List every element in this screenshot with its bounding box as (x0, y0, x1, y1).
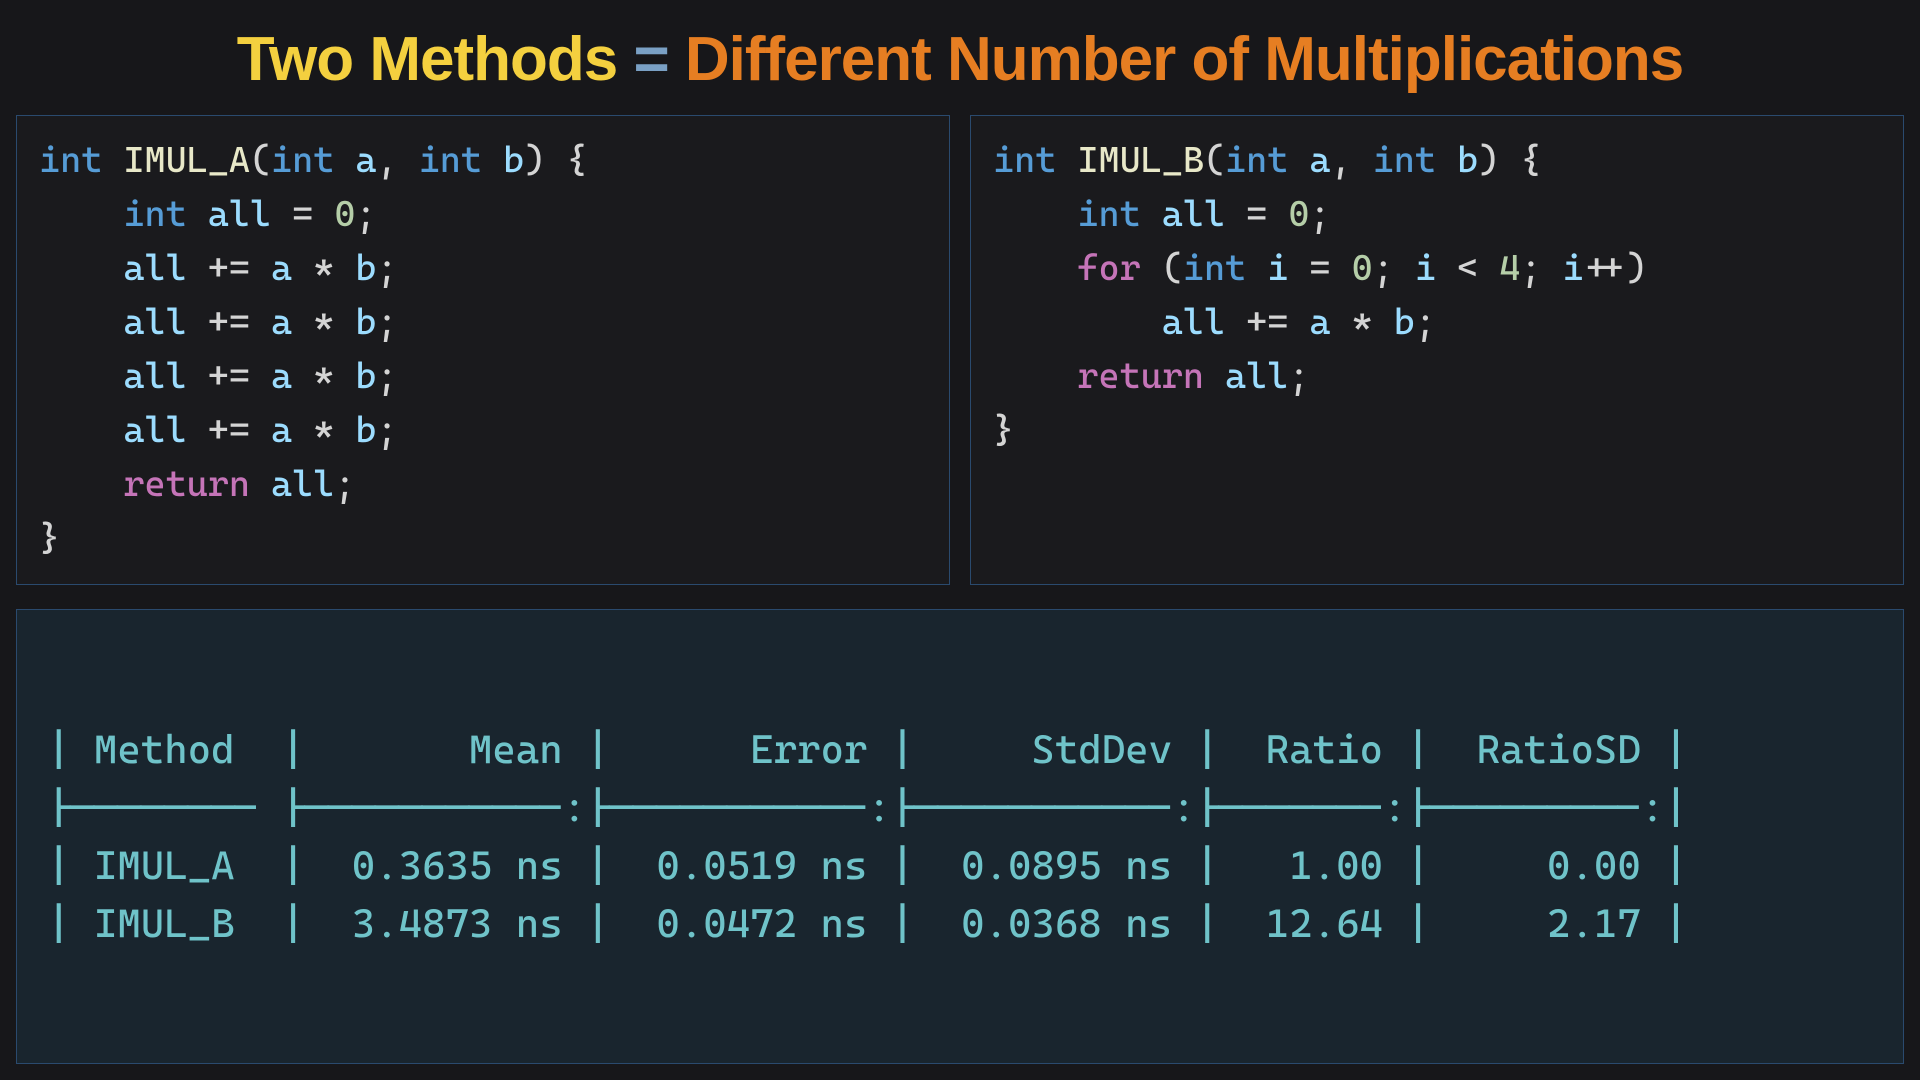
code-panel-right: int IMUL_B(int a, int b) { int all = 0; … (970, 115, 1904, 585)
code-panel-left: int IMUL_A(int a, int b) { int all = 0; … (16, 115, 950, 585)
slide-root: Two Methods = Different Number of Multip… (0, 0, 1920, 1080)
title-part2: Different Number of Multiplications (685, 25, 1683, 94)
title-equals: = (633, 25, 668, 94)
code-imul-a: int IMUL_A(int a, int b) { int all = 0; … (39, 134, 927, 566)
code-imul-b: int IMUL_B(int a, int b) { int all = 0; … (993, 134, 1881, 458)
title-part1: Two Methods (237, 25, 617, 94)
slide-title: Two Methods = Different Number of Multip… (16, 24, 1904, 95)
benchmark-panel: | Method | Mean | Error | StdDev | Ratio… (16, 609, 1904, 1064)
code-panels-row: int IMUL_A(int a, int b) { int all = 0; … (16, 115, 1904, 585)
benchmark-table: | Method | Mean | Error | StdDev | Ratio… (47, 721, 1873, 953)
